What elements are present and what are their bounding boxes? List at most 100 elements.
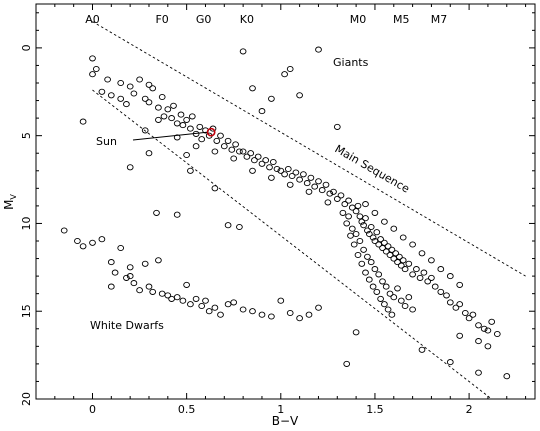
sun-pointer-line (132, 131, 209, 141)
star-point-main_sequence (364, 227, 371, 234)
boundary-upper (92, 21, 526, 277)
svg-text:MV: MV (2, 194, 18, 210)
star-point-main_sequence (198, 136, 206, 143)
star-point-main_sequence (424, 278, 432, 285)
star-point-main_sequence (371, 266, 379, 273)
star-point-main_sequence (324, 199, 332, 206)
star-point-main_sequence (384, 243, 392, 250)
star-point-main_sequence (390, 294, 398, 301)
star-point-white_dwarfs (145, 283, 153, 290)
star-point-main_sequence (362, 201, 369, 208)
star-point-main_sequence (371, 209, 379, 216)
star-point-white_dwarfs (107, 283, 115, 290)
star-point-main_sequence (303, 180, 311, 187)
star-point-main_sequence (348, 225, 356, 232)
star-point-main_sequence (305, 188, 313, 195)
star-point-main_sequence (388, 311, 396, 318)
star-point-main_sequence (273, 165, 281, 173)
y-axis-label-sub: V (9, 194, 18, 200)
star-point-main_sequence (446, 299, 454, 306)
star-point-main_sequence (341, 201, 349, 208)
star-point-main_sequence (277, 167, 285, 174)
star-point-main_sequence (384, 306, 392, 313)
star-point-white_dwarfs (60, 227, 68, 234)
star-point-scattered (236, 223, 243, 231)
star-point-main_sequence (89, 71, 96, 78)
star-point-scattered (224, 222, 232, 229)
star-point-main_sequence (399, 257, 407, 264)
star-point-main_sequence (409, 241, 416, 248)
star-point-main_sequence (192, 130, 200, 137)
y-tick-label: 5 (20, 132, 33, 139)
star-point-main_sequence (373, 288, 381, 295)
star-point-main_sequence (367, 259, 375, 266)
spectral-class-a0: A0 (85, 13, 100, 26)
star-point-white_dwarfs (183, 281, 190, 288)
star-point-main_sequence (337, 192, 345, 199)
star-point-scattered (343, 360, 351, 367)
star-point-white_dwarfs (258, 311, 266, 318)
star-point-white_dwarfs (202, 297, 209, 304)
star-point-main_sequence (232, 141, 239, 148)
y-axis-label-main: M (2, 200, 16, 210)
giants-label: Giants (333, 56, 369, 69)
star-point-scattered (145, 150, 153, 157)
star-point-main_sequence (386, 290, 394, 297)
star-point-main_sequence (420, 269, 428, 276)
y-tick-label: 15 (20, 304, 33, 318)
star-point-main_sequence (258, 160, 266, 167)
star-point-white_dwarfs (268, 313, 275, 320)
star-point-main_sequence (437, 288, 445, 295)
star-point-scattered (183, 151, 190, 159)
x-tick-label: 0 (89, 403, 96, 416)
star-point-main_sequence (117, 79, 125, 87)
star-point-scattered (79, 118, 87, 125)
sun-point (206, 127, 216, 137)
star-point-main_sequence (392, 250, 400, 257)
star-point-white_dwarfs (187, 301, 194, 308)
star-point-white_dwarfs (173, 294, 181, 301)
star-point-main_sequence (388, 246, 396, 253)
star-point-main_sequence (409, 306, 416, 313)
star-point-white_dwarfs (123, 274, 130, 281)
star-point-main_sequence (326, 190, 334, 197)
star-point-main_sequence (381, 239, 388, 246)
star-point-main_sequence (401, 302, 409, 310)
star-point-white_dwarfs (277, 297, 285, 304)
main-sequence-bounds (92, 21, 526, 400)
star-point-white_dwarfs (192, 295, 200, 302)
star-point-main_sequence (160, 113, 168, 120)
star-point-main_sequence (377, 236, 384, 243)
star-point-scattered (258, 108, 266, 115)
sun-label: Sun (96, 135, 117, 148)
star-point-main_sequence (281, 171, 288, 178)
star-point-white_dwarfs (315, 304, 322, 311)
star-point-white_dwarfs (126, 273, 134, 280)
star-point-main_sequence (405, 294, 413, 301)
star-point-main_sequence (123, 101, 130, 108)
star-point-main_sequence (381, 218, 388, 225)
star-point-scattered (117, 95, 125, 102)
boundary-lower (92, 89, 492, 400)
star-point-main_sequence (307, 174, 315, 181)
star-point-main_sequence (296, 176, 303, 183)
star-point-main_sequence (369, 234, 377, 241)
star-point-main_sequence (480, 325, 488, 332)
star-point-main_sequence (475, 322, 482, 329)
star-point-main_sequence (173, 120, 181, 127)
star-point-main_sequence (390, 225, 398, 232)
star-point-white_dwarfs (230, 299, 238, 306)
spectral-class-m0: M0 (350, 13, 367, 26)
star-point-white_dwarfs (130, 280, 138, 287)
star-point-scattered (286, 65, 294, 73)
x-tick-label: 1 (277, 403, 284, 416)
star-point-main_sequence (318, 187, 326, 194)
star-point-main_sequence (292, 169, 300, 176)
star-point-white_dwarfs (211, 304, 219, 311)
star-point-scattered (239, 48, 247, 55)
star-point-main_sequence (461, 309, 469, 317)
star-point-main_sequence (236, 148, 243, 155)
star-point-main_sequence (126, 83, 134, 90)
spectral-class-labels: A0 F0 G0 K0 M0 M5 M7 (85, 13, 447, 26)
